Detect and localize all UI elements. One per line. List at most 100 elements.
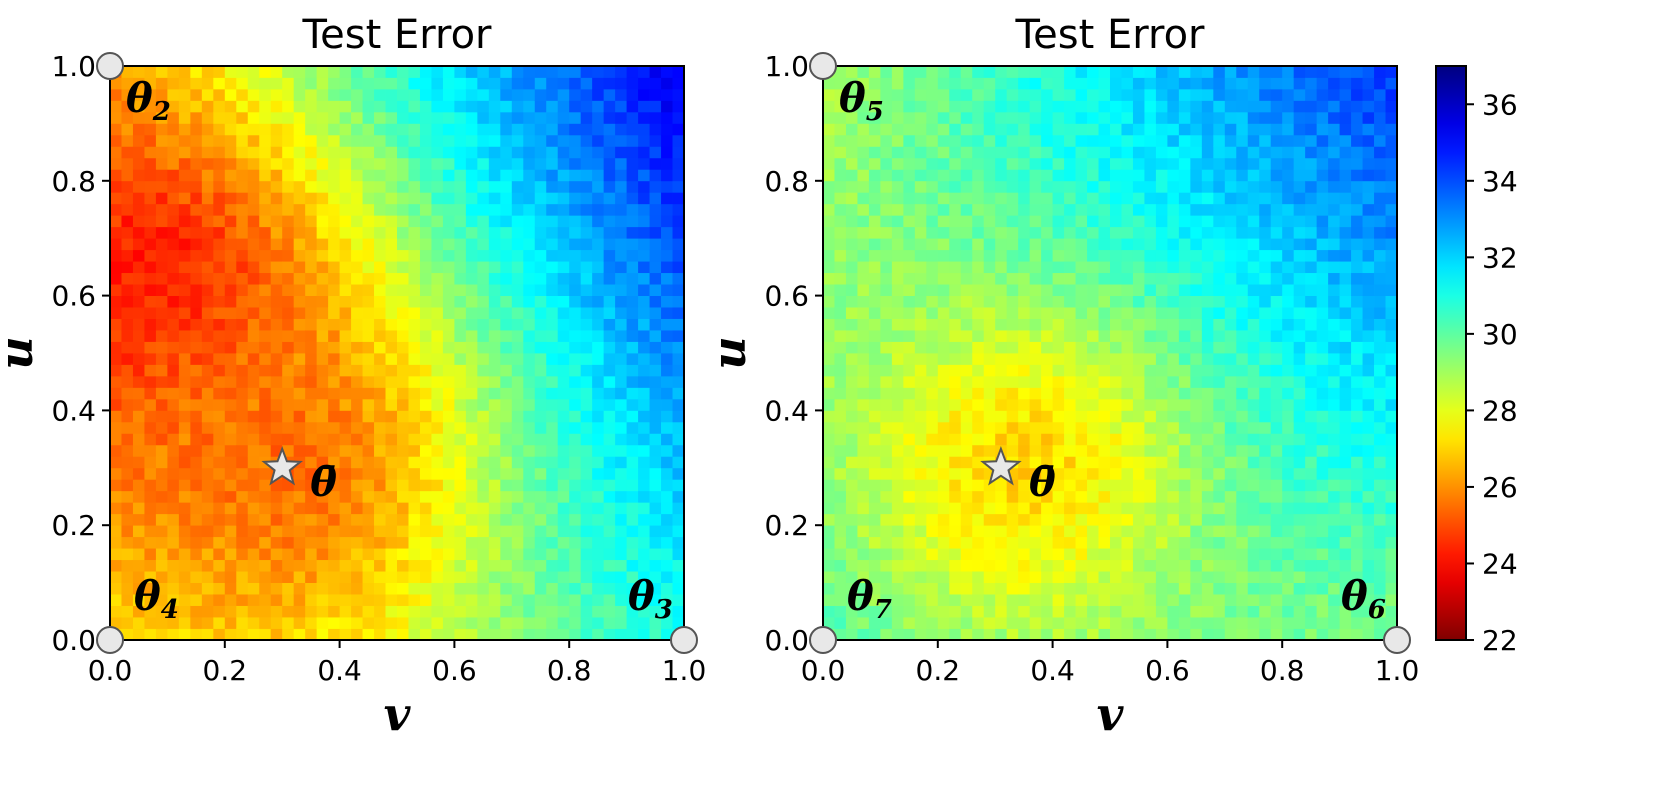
heatmap-cell bbox=[995, 353, 1008, 365]
heatmap-cell bbox=[1247, 536, 1260, 549]
heatmap-cell bbox=[1064, 559, 1076, 572]
heatmap-cell bbox=[1270, 467, 1283, 480]
heatmap-cell bbox=[592, 284, 605, 296]
heatmap-cell bbox=[1087, 548, 1099, 561]
heatmap-cell bbox=[167, 410, 180, 423]
heatmap-cell bbox=[880, 284, 893, 296]
heatmap-cell bbox=[1328, 77, 1340, 90]
heatmap-cell bbox=[328, 617, 340, 629]
heatmap-cell bbox=[201, 192, 214, 205]
heatmap-cell bbox=[995, 284, 1008, 296]
heatmap-cell bbox=[259, 249, 272, 262]
heatmap-cell bbox=[465, 490, 478, 503]
heatmap-cell bbox=[1362, 536, 1375, 549]
heatmap-cell bbox=[914, 180, 927, 193]
heatmap-cell bbox=[1018, 628, 1031, 641]
heatmap-cell bbox=[1052, 318, 1065, 331]
heatmap-cell bbox=[1328, 467, 1340, 480]
heatmap-cell bbox=[1052, 353, 1065, 365]
heatmap-cell bbox=[592, 249, 605, 262]
heatmap-cell bbox=[649, 375, 662, 388]
heatmap-cell bbox=[1029, 169, 1042, 182]
heatmap-cell bbox=[362, 272, 375, 285]
heatmap-cell bbox=[523, 628, 536, 641]
heatmap-cell bbox=[1362, 146, 1375, 159]
heatmap-cell bbox=[1155, 261, 1168, 274]
heatmap-cell bbox=[1041, 444, 1053, 457]
heatmap-cell bbox=[868, 353, 881, 365]
heatmap-cell bbox=[926, 605, 939, 618]
heatmap-cell bbox=[1064, 180, 1076, 193]
heatmap-cell bbox=[603, 594, 616, 606]
heatmap-cell bbox=[949, 502, 962, 515]
heatmap-cell bbox=[282, 375, 295, 388]
heatmap-cell bbox=[983, 238, 996, 251]
heatmap-cell bbox=[328, 238, 340, 251]
heatmap-cell bbox=[823, 146, 835, 159]
heatmap-cell bbox=[569, 525, 582, 538]
heatmap-cell bbox=[592, 123, 605, 136]
heatmap-cell bbox=[1316, 433, 1329, 446]
heatmap-cell bbox=[477, 628, 490, 641]
endpoint-label: θ4 bbox=[134, 573, 179, 625]
heatmap-cell bbox=[213, 123, 226, 136]
heatmap-cell bbox=[1213, 180, 1226, 193]
heatmap-cell bbox=[661, 375, 673, 388]
heatmap-cell bbox=[282, 628, 295, 641]
heatmap-cell bbox=[834, 180, 847, 193]
heatmap-cell bbox=[351, 226, 363, 239]
heatmap-cell bbox=[557, 111, 570, 124]
heatmap-cell bbox=[546, 318, 559, 331]
heatmap-cell bbox=[949, 180, 962, 193]
heatmap-cell bbox=[110, 375, 122, 388]
heatmap-cell bbox=[1351, 582, 1363, 595]
heatmap-cell bbox=[546, 169, 559, 182]
heatmap-cell bbox=[144, 77, 157, 90]
heatmap-cell bbox=[1098, 536, 1111, 549]
heatmap-cell bbox=[155, 295, 168, 308]
heatmap-cell bbox=[224, 180, 237, 193]
heatmap-cell bbox=[603, 421, 616, 434]
heatmap-cell bbox=[1259, 203, 1272, 216]
heatmap-cell bbox=[511, 66, 524, 78]
heatmap-cell bbox=[1328, 215, 1340, 228]
heatmap-cell bbox=[155, 433, 168, 446]
heatmap-cell bbox=[949, 203, 962, 216]
heatmap-cell bbox=[293, 180, 306, 193]
heatmap-cell bbox=[1362, 617, 1375, 629]
heatmap-cell bbox=[500, 307, 513, 319]
heatmap-cell bbox=[1201, 215, 1214, 228]
heatmap-cell bbox=[1316, 559, 1329, 572]
heatmap-cell bbox=[661, 169, 673, 182]
heatmap-cell bbox=[144, 134, 157, 147]
heatmap-cell bbox=[511, 594, 524, 606]
heatmap-cell bbox=[1236, 284, 1249, 296]
heatmap-cell bbox=[972, 594, 985, 606]
heatmap-cell bbox=[110, 410, 122, 423]
heatmap-cell bbox=[672, 157, 685, 170]
heatmap-cell bbox=[305, 421, 318, 434]
heatmap-cell bbox=[1110, 318, 1122, 331]
heatmap-cell bbox=[1178, 100, 1191, 113]
heatmap-cell bbox=[1201, 66, 1214, 78]
heatmap-cell bbox=[1293, 226, 1306, 239]
heatmap-cell bbox=[638, 467, 650, 480]
heatmap-cell bbox=[1351, 157, 1363, 170]
heatmap-cell bbox=[868, 169, 881, 182]
heatmap-cell bbox=[1121, 375, 1134, 388]
heatmap-cell bbox=[880, 307, 893, 319]
heatmap-cell bbox=[1155, 192, 1168, 205]
heatmap-cell bbox=[1018, 157, 1031, 170]
heatmap-cell bbox=[282, 215, 295, 228]
heatmap-cell bbox=[615, 238, 627, 251]
heatmap-cell bbox=[1282, 502, 1295, 515]
heatmap-cell bbox=[672, 169, 685, 182]
heatmap-cell bbox=[949, 226, 962, 239]
heatmap-cell bbox=[1064, 513, 1076, 526]
heatmap-cell bbox=[880, 157, 893, 170]
heatmap-cell bbox=[1247, 617, 1260, 629]
heatmap-cell bbox=[995, 525, 1008, 538]
heatmap-cell bbox=[1132, 433, 1145, 446]
heatmap-cell bbox=[891, 513, 904, 526]
heatmap-cell bbox=[1006, 249, 1019, 262]
